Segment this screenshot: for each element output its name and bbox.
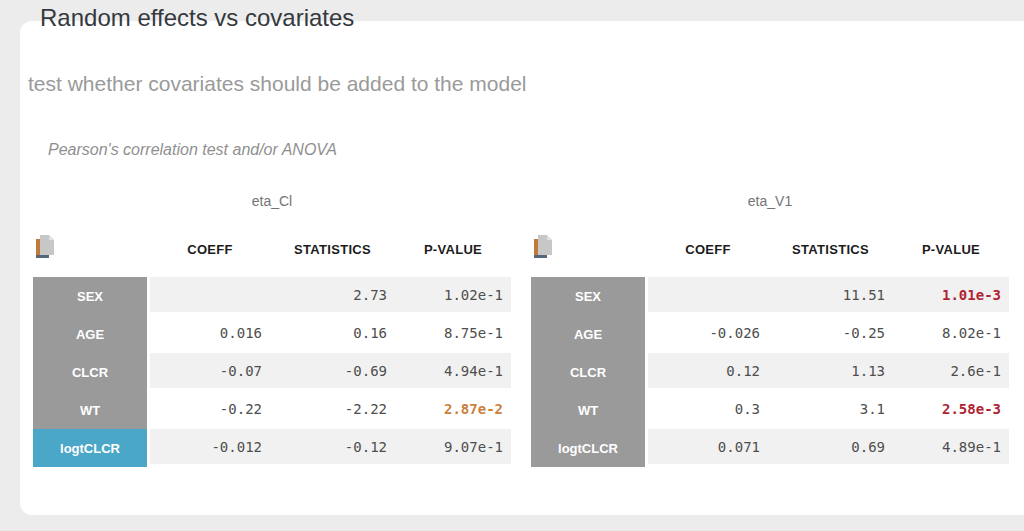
table-row: AGE -0.026 -0.25 8.02e-1 [531, 315, 1009, 353]
pvalue-value: 4.94e-1 [395, 353, 511, 391]
column-header-coeff: COEFF [150, 225, 270, 277]
page-subtitle: test whether covariates should be added … [28, 72, 526, 96]
copy-table-button[interactable] [533, 234, 554, 259]
pvalue-value: 2.6e-1 [893, 353, 1009, 391]
table-row: WT -0.22 -2.22 2.87e-2 [33, 391, 511, 429]
table-row: AGE 0.016 0.16 8.75e-1 [33, 315, 511, 353]
header-row: COEFF STATISTICS P-VALUE [33, 225, 511, 277]
table-corner-cell [531, 225, 648, 277]
table-corner-cell [33, 225, 150, 277]
tables-row: eta_Cl COEFF [33, 193, 1009, 467]
page-title: Random effects vs covariates [40, 4, 354, 32]
stats-table: COEFF STATISTICS P-VALUE SEX 2.73 1.02e-… [33, 225, 511, 467]
row-label: CLCR [531, 353, 648, 391]
stats-table: COEFF STATISTICS P-VALUE SEX 11.51 1.01e… [531, 225, 1009, 467]
coeff-value: 0.071 [648, 429, 768, 467]
column-header-pvalue: P-VALUE [395, 225, 511, 277]
table-row: SEX 11.51 1.01e-3 [531, 277, 1009, 315]
copy-pages-icon [533, 234, 554, 259]
pvalue-value: 2.87e-2 [395, 391, 511, 429]
table-row: WT 0.3 3.1 2.58e-3 [531, 391, 1009, 429]
row-label: AGE [33, 315, 150, 353]
column-header-statistics: STATISTICS [270, 225, 395, 277]
table-row: SEX 2.73 1.02e-1 [33, 277, 511, 315]
table-row: logtCLCR -0.012 -0.12 9.07e-1 [33, 429, 511, 467]
statistics-value: 1.13 [768, 353, 893, 391]
pvalue-value: 1.01e-3 [893, 277, 1009, 315]
table-row: logtCLCR 0.071 0.69 4.89e-1 [531, 429, 1009, 467]
pvalue-value: 8.75e-1 [395, 315, 511, 353]
row-label: WT [33, 391, 150, 429]
column-header-pvalue: P-VALUE [893, 225, 1009, 277]
statistics-value: 3.1 [768, 391, 893, 429]
row-label: logtCLCR [33, 429, 150, 467]
row-label: WT [531, 391, 648, 429]
statistics-value: -0.25 [768, 315, 893, 353]
statistics-value: -0.12 [270, 429, 395, 467]
pvalue-value: 2.58e-3 [893, 391, 1009, 429]
pvalue-value: 8.02e-1 [893, 315, 1009, 353]
row-label: logtCLCR [531, 429, 648, 467]
method-note: Pearson's correlation test and/or ANOVA [48, 141, 337, 159]
table-title: eta_Cl [33, 193, 511, 211]
row-label: SEX [531, 277, 648, 315]
column-header-statistics: STATISTICS [768, 225, 893, 277]
row-label: CLCR [33, 353, 150, 391]
column-header-coeff: COEFF [648, 225, 768, 277]
statistics-value: 11.51 [768, 277, 893, 315]
copy-pages-icon [35, 234, 56, 259]
coeff-value: 0.12 [648, 353, 768, 391]
statistics-value: -2.22 [270, 391, 395, 429]
pvalue-value: 4.89e-1 [893, 429, 1009, 467]
statistics-value: 2.73 [270, 277, 395, 315]
coeff-value: 0.016 [150, 315, 270, 353]
coeff-value [150, 277, 270, 315]
statistics-value: -0.69 [270, 353, 395, 391]
header-row: COEFF STATISTICS P-VALUE [531, 225, 1009, 277]
copy-table-button[interactable] [35, 234, 56, 259]
coeff-value [648, 277, 768, 315]
statistics-value: 0.16 [270, 315, 395, 353]
table-row: CLCR 0.12 1.13 2.6e-1 [531, 353, 1009, 391]
table-title: eta_V1 [531, 193, 1009, 211]
coeff-value: -0.012 [150, 429, 270, 467]
pvalue-value: 9.07e-1 [395, 429, 511, 467]
covariate-table-block: eta_Cl COEFF [33, 193, 511, 467]
coeff-value: -0.22 [150, 391, 270, 429]
coeff-value: -0.07 [150, 353, 270, 391]
coeff-value: 0.3 [648, 391, 768, 429]
covariate-table-block: eta_V1 COEFF [531, 193, 1009, 467]
row-label: SEX [33, 277, 150, 315]
pvalue-value: 1.02e-1 [395, 277, 511, 315]
statistics-value: 0.69 [768, 429, 893, 467]
table-row: CLCR -0.07 -0.69 4.94e-1 [33, 353, 511, 391]
coeff-value: -0.026 [648, 315, 768, 353]
row-label: AGE [531, 315, 648, 353]
